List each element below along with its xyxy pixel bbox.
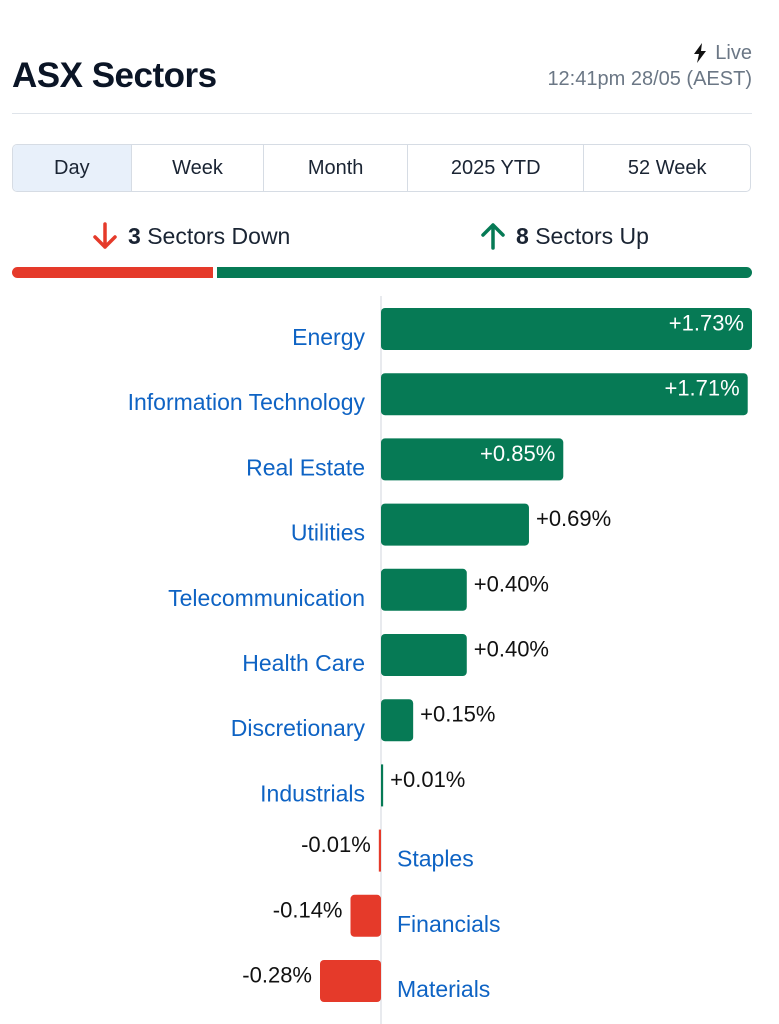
category-label[interactable]: Health Care [242,650,365,676]
arrow-down-icon [93,222,117,249]
tab-52-week[interactable]: 52 Week [627,156,707,179]
category-label[interactable]: Staples [397,846,474,872]
value-label: +0.69% [536,506,611,531]
category-label[interactable]: Information Technology [128,389,366,415]
category-label[interactable]: Discretionary [231,715,366,741]
bar-information-technology[interactable] [381,373,748,416]
arrow-up-icon [481,223,505,250]
live-label: Live [715,42,752,64]
bar-energy[interactable] [381,308,752,350]
value-label: -0.14% [273,897,343,922]
category-label[interactable]: Industrials [260,780,365,806]
bar-materials[interactable] [320,960,381,1002]
category-label[interactable]: Energy [292,324,365,350]
bar-discretionary[interactable] [381,699,414,742]
value-label: +1.71% [664,376,739,401]
bar-staples[interactable] [378,829,381,872]
live-indicator: Live [547,40,752,66]
bar-row: -0.28% Materials [242,960,490,1002]
bar-row: +0.15% Discretionary [231,699,495,742]
bar-industrials[interactable] [381,764,384,807]
live-status: Live 12:41pm 28/05 (AEST) [547,40,752,92]
value-label: +0.15% [420,702,495,727]
tab-month[interactable]: Month [264,145,408,191]
timestamp: 12:41pm 28/05 (AEST) [547,68,752,90]
bar-row: +0.69% Utilities [291,503,611,546]
sectors-down-count: 3 [128,222,141,249]
bar-telecommunication[interactable] [381,568,467,611]
value-label: +0.01% [390,767,465,792]
sectors-up-label: Sectors Up [535,222,649,249]
category-label[interactable]: Materials [397,976,490,1002]
value-label: -0.28% [242,963,312,988]
tab-day[interactable]: Day [13,145,132,191]
sectors-down-summary: 3 Sectors Down [92,222,290,250]
sectors-down-label: Sectors Down [147,222,291,249]
period-tabs: Day Week Month 2025 YTD 52 Week [12,144,751,192]
value-label: +0.85% [480,441,555,466]
bar-real-estate[interactable] [381,438,564,481]
bar-row: +1.73% Energy [292,308,752,350]
bar-row: +1.71% Information Technology [128,373,748,416]
ratio-bar-up [216,267,752,278]
bar-row: +0.01% Industrials [260,764,465,807]
bar-row: +0.85% Real Estate [246,438,564,481]
tab-week[interactable]: Week [132,145,265,191]
sectors-up-summary: 8 Sectors Up [480,222,649,250]
value-label: +1.73% [669,311,744,336]
page-title: ASX Sectors [12,56,217,95]
breadth-ratio-bar [12,267,752,278]
category-label[interactable]: Utilities [291,520,365,546]
sector-bar-chart: +1.73% Energy +1.71% Information Technology… [128,296,752,1024]
category-label[interactable]: Telecommunication [168,585,365,611]
lightning-bolt-icon [694,43,707,63]
bar-row: -0.01% Staples [301,829,474,872]
value-label: +0.40% [474,571,549,596]
sectors-up-count: 8 [516,222,529,249]
value-label: -0.01% [301,832,371,857]
bar-financials[interactable] [350,894,382,937]
category-label[interactable]: Real Estate [246,454,365,480]
bar-row: -0.14% Financials [273,894,501,937]
category-label[interactable]: Financials [397,911,501,937]
ratio-bar-down [12,267,213,278]
bar-health-care[interactable] [381,634,467,676]
bar-row: +0.40% Health Care [242,634,549,676]
header-divider [12,113,752,114]
bar-row: +0.40% Telecommunication [168,568,549,611]
tab-2025-ytd[interactable]: 2025 YTD [408,145,585,191]
value-label: +0.40% [474,637,549,662]
bar-utilities[interactable] [381,503,529,546]
